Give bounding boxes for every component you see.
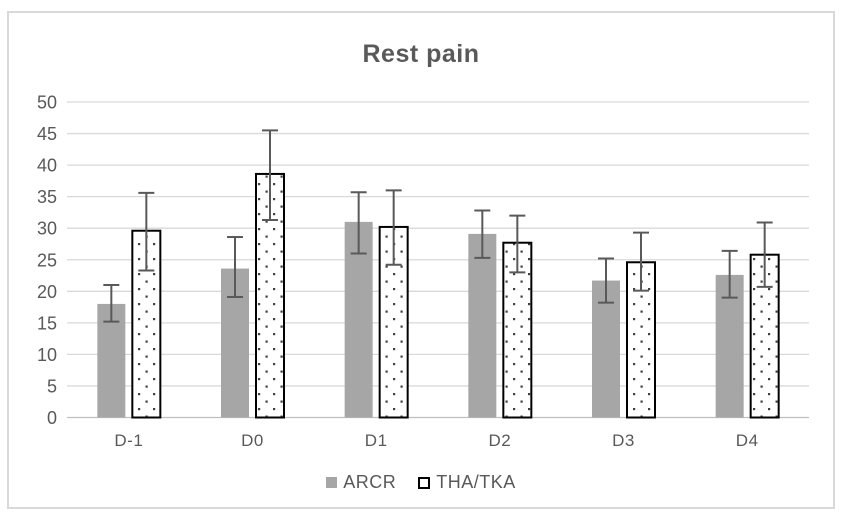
- legend-marker-tha-tka-icon: [418, 476, 431, 489]
- chart-title: Rest pain: [362, 40, 480, 68]
- error-bar-arcr-d-1: [103, 283, 120, 323]
- error-bar-arcr-d3: [598, 257, 614, 304]
- error-bar-tha-tka-d-1: [138, 191, 155, 272]
- error-bar-arcr-d4: [721, 249, 738, 299]
- error-bar-arcr-d2: [474, 209, 491, 259]
- y-tick-label-30: 30: [37, 219, 57, 239]
- y-tick-label-45: 45: [37, 124, 57, 144]
- bar-arcr-d-1: [97, 303, 126, 418]
- y-tick-label-10: 10: [37, 345, 57, 365]
- legend-label-arcr: ARCR: [343, 472, 397, 492]
- x-label-d4: D4: [736, 431, 759, 450]
- error-bar-tha-tka-d1: [385, 189, 402, 266]
- x-label-d1: D1: [365, 431, 388, 450]
- y-tick-label-50: 50: [37, 93, 57, 113]
- y-tick-label-40: 40: [37, 156, 57, 176]
- chart-legend: ARCR THA/TKA: [7, 472, 835, 493]
- bar-arcr-d2: [468, 233, 497, 418]
- bar-arcr-d4: [715, 274, 744, 418]
- legend-label-tha-tka: THA/TKA: [436, 472, 516, 492]
- bar-arcr-d1: [344, 221, 373, 418]
- legend-item-tha-tka: THA/TKA: [418, 472, 516, 493]
- y-tick-label-20: 20: [37, 282, 57, 302]
- y-tick-label-5: 5: [47, 376, 57, 396]
- error-bar-arcr-d1: [350, 191, 367, 255]
- error-bar-arcr-d0: [227, 236, 243, 298]
- x-label-d0: D0: [241, 431, 264, 450]
- x-label-d3: D3: [612, 431, 635, 450]
- error-bar-tha-tka-d2: [509, 214, 526, 274]
- error-bar-tha-tka-d0: [262, 129, 278, 221]
- legend-item-arcr: ARCR: [326, 472, 396, 493]
- error-bar-tha-tka-d4: [756, 221, 773, 288]
- y-tick-label-35: 35: [37, 187, 57, 207]
- legend-marker-arcr-icon: [326, 477, 338, 488]
- x-label-d2: D2: [488, 431, 511, 450]
- y-tick-label-15: 15: [37, 313, 57, 333]
- x-label-d-1: D-1: [114, 431, 143, 450]
- y-tick-label-25: 25: [37, 250, 57, 270]
- y-tick-label-0: 0: [47, 408, 57, 428]
- error-bar-tha-tka-d3: [633, 231, 649, 292]
